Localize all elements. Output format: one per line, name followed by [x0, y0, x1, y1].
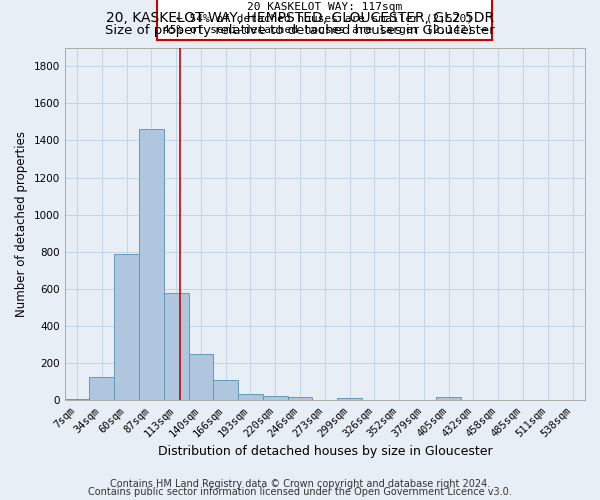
- X-axis label: Distribution of detached houses by size in Gloucester: Distribution of detached houses by size …: [158, 444, 492, 458]
- Bar: [139, 129, 164, 400]
- Text: Contains HM Land Registry data © Crown copyright and database right 2024.: Contains HM Land Registry data © Crown c…: [110, 479, 490, 489]
- Text: 20, KASKELOT WAY, HEMPSTED, GLOUCESTER, GL2 5DR: 20, KASKELOT WAY, HEMPSTED, GLOUCESTER, …: [106, 11, 494, 25]
- Bar: [214, 380, 238, 400]
- Bar: [164, 292, 188, 401]
- Text: Size of property relative to detached houses in Gloucester: Size of property relative to detached ho…: [105, 24, 495, 37]
- Text: Contains public sector information licensed under the Open Government Licence v3: Contains public sector information licen…: [88, 487, 512, 497]
- Bar: [287, 397, 313, 400]
- Y-axis label: Number of detached properties: Number of detached properties: [15, 131, 28, 317]
- Bar: [89, 378, 114, 400]
- Bar: [238, 394, 263, 400]
- Text: 20 KASKELOT WAY: 117sqm
← 54% of detached houses are smaller (2,570)
45% of semi: 20 KASKELOT WAY: 117sqm ← 54% of detache…: [163, 2, 487, 35]
- Bar: [436, 397, 461, 400]
- Bar: [65, 398, 89, 400]
- Bar: [337, 398, 362, 400]
- Bar: [114, 254, 139, 400]
- Bar: [263, 396, 287, 400]
- Bar: [188, 354, 214, 401]
